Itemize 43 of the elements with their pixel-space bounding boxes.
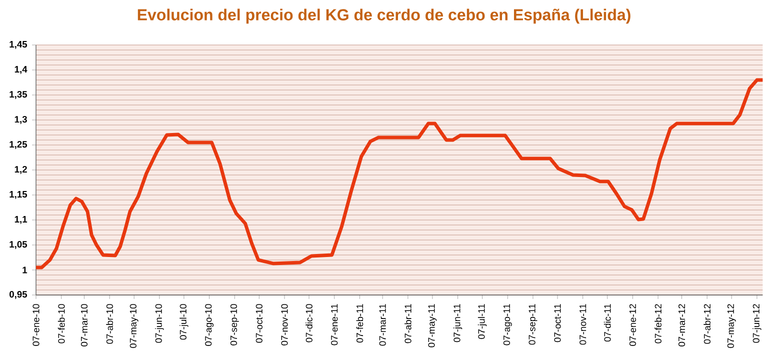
x-tick-label: 07-nov-11 — [580, 304, 586, 345]
x-tick-label: 07-dic-10 — [306, 304, 312, 342]
x-tick-label: 07-may-11 — [428, 304, 437, 348]
x-tick-label: 07-ene-12 — [629, 304, 636, 346]
y-tick-label: 1,2 — [14, 166, 27, 174]
y-tick-label: 1 — [22, 266, 28, 274]
x-tick-label: 07-feb-11 — [356, 304, 364, 343]
y-tick-label: 1,3 — [14, 116, 27, 124]
x-tick-label: 07-ene-10 — [32, 304, 40, 346]
x-tick-label: 07-sep-10 — [230, 304, 239, 346]
y-tick-label: 1,45 — [10, 41, 28, 49]
y-tick-label: 1,35 — [10, 91, 28, 99]
x-tick-label: 07-may-12 — [727, 304, 736, 348]
x-tick-label: 07-ago-11 — [503, 304, 512, 346]
line-series — [34, 78, 764, 270]
y-tick-label: 1,25 — [10, 141, 28, 149]
x-tick-label: 07-oct-11 — [554, 304, 561, 342]
x-tick-label: 07-jul-10 — [180, 304, 188, 340]
x-tick-label: 07-ene-11 — [331, 304, 338, 346]
x-tick-label: 07-may-10 — [130, 304, 138, 348]
chart-title: Evolucion del precio del KG de cerdo de cebo en España (Lleida) — [138, 8, 630, 24]
x-tick-label: 07-dic-11 — [604, 304, 611, 342]
x-tick-label: 07-abr-10 — [106, 304, 113, 344]
x-tick-label: 07-nov-10 — [281, 304, 288, 346]
y-tick-label: 1,1 — [14, 216, 28, 224]
x-tick-label: 07-feb-10 — [58, 304, 65, 344]
x-tick-label: 07-jun-10 — [155, 304, 164, 343]
x-tick-label: 07-jun-12 — [752, 304, 762, 343]
x-tick-label: 07-abr-11 — [404, 304, 412, 344]
x-tick-label: 07-abr-12 — [704, 304, 711, 344]
y-tick-label: 1,15 — [10, 191, 28, 199]
y-tick-label: 0,95 — [10, 291, 28, 299]
x-tick-label: 07-mar-11 — [379, 304, 386, 346]
x-tick-label: 07-jun-11 — [453, 304, 462, 342]
x-tick-label: 07-mar-12 — [678, 304, 686, 346]
y-tick-label: 1,4 — [14, 66, 28, 74]
x-tick-label: 07-ago-10 — [205, 304, 214, 346]
y-tick-label: 1,05 — [10, 241, 28, 249]
x-tick-label: 07-oct-10 — [256, 304, 262, 343]
x-tick-label: 07-jul-11 — [478, 304, 487, 339]
x-tick-label: 07-sep-11 — [528, 304, 538, 345]
x-tick-label: 07-feb-12 — [654, 304, 662, 344]
x-tick-label: 07-mar-10 — [80, 304, 88, 346]
